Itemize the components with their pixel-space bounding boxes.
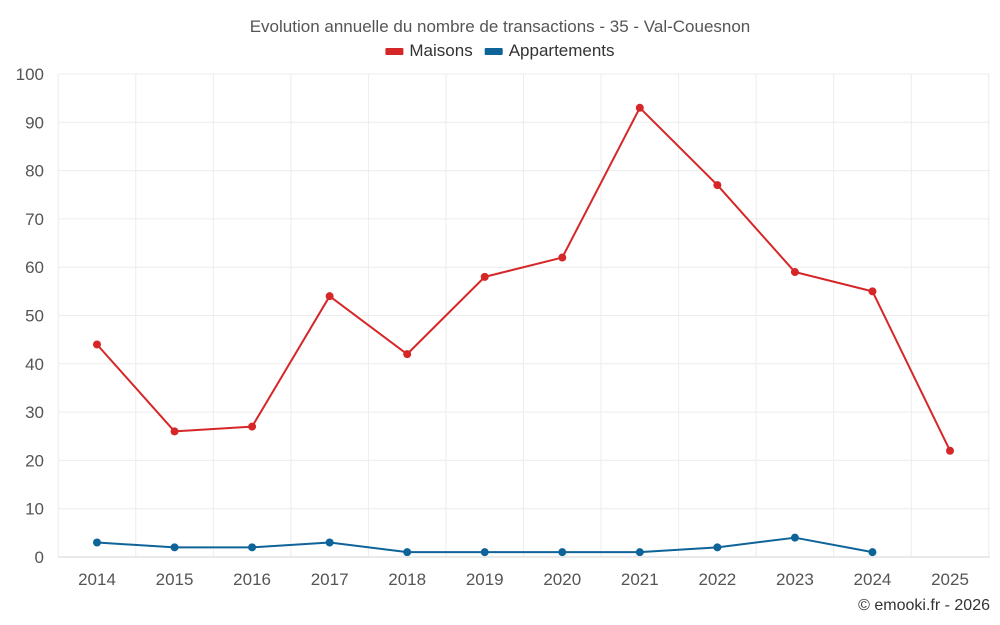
x-tick-label: 2019 — [466, 570, 504, 589]
series-layer — [93, 103, 954, 557]
data-point[interactable] — [93, 538, 101, 547]
x-axis: 2014 2015 2016 2017 2018 2019 2020 2021 2022 2023… — [58, 556, 990, 589]
data-point[interactable] — [325, 292, 334, 301]
data-point[interactable] — [790, 268, 799, 277]
x-tick-label: 2024 — [854, 570, 892, 589]
legend-label: Maisons — [409, 41, 472, 60]
data-point[interactable] — [248, 422, 257, 431]
legend-swatch — [484, 48, 503, 55]
data-point[interactable] — [170, 543, 179, 552]
data-point[interactable] — [558, 253, 567, 262]
y-tick-label: 30 — [25, 403, 44, 422]
legend-label: Appartements — [509, 41, 615, 60]
data-point[interactable] — [790, 533, 799, 542]
y-axis: 0 10 20 30 40 50 60 70 80 90 100 — [16, 65, 44, 567]
x-tick-label: 2016 — [233, 570, 271, 589]
data-point[interactable] — [248, 543, 257, 552]
y-tick-label: 100 — [16, 65, 44, 84]
data-point[interactable] — [946, 446, 954, 455]
x-tick-label: 2025 — [931, 570, 969, 589]
legend: Maisons Appartements — [385, 41, 615, 60]
data-point[interactable] — [480, 548, 489, 557]
x-tick-label: 2018 — [388, 570, 426, 589]
y-tick-label: 40 — [25, 355, 44, 374]
y-tick-label: 20 — [25, 451, 44, 470]
data-point[interactable] — [403, 548, 412, 557]
series-maisons — [93, 103, 954, 455]
data-point[interactable] — [558, 548, 567, 557]
y-tick-label: 70 — [25, 210, 44, 229]
data-point[interactable] — [93, 340, 101, 349]
grid — [57, 73, 990, 557]
data-point[interactable] — [480, 272, 489, 281]
data-point[interactable] — [713, 543, 722, 552]
data-point[interactable] — [635, 103, 644, 112]
data-point[interactable] — [325, 538, 334, 547]
x-tick-label: 2022 — [698, 570, 736, 589]
series-appartements — [93, 533, 877, 557]
credit: © emooki.fr - 2026 — [858, 597, 990, 614]
y-tick-label: 0 — [35, 548, 44, 567]
y-tick-label: 50 — [25, 307, 44, 326]
data-point[interactable] — [635, 548, 644, 557]
data-point[interactable] — [403, 350, 412, 359]
data-point[interactable] — [868, 287, 877, 296]
x-tick-label: 2023 — [776, 570, 814, 589]
y-tick-label: 90 — [25, 113, 44, 132]
x-tick-label: 2015 — [156, 570, 194, 589]
y-tick-label: 80 — [25, 162, 44, 181]
chart-title: Evolution annuelle du nombre de transact… — [250, 17, 751, 36]
legend-item-appartements[interactable]: Appartements — [484, 41, 615, 60]
x-tick-label: 2020 — [543, 570, 581, 589]
y-tick-label: 10 — [25, 500, 44, 519]
series-line — [96, 106, 951, 452]
x-tick-label: 2017 — [311, 570, 349, 589]
x-tick-label: 2021 — [621, 570, 659, 589]
x-tick-label: 2014 — [78, 570, 116, 589]
data-point[interactable] — [713, 181, 722, 190]
legend-item-maisons[interactable]: Maisons — [385, 41, 473, 60]
data-point[interactable] — [868, 548, 877, 557]
y-tick-label: 60 — [25, 258, 44, 277]
legend-swatch — [385, 48, 404, 55]
data-point[interactable] — [170, 427, 179, 436]
